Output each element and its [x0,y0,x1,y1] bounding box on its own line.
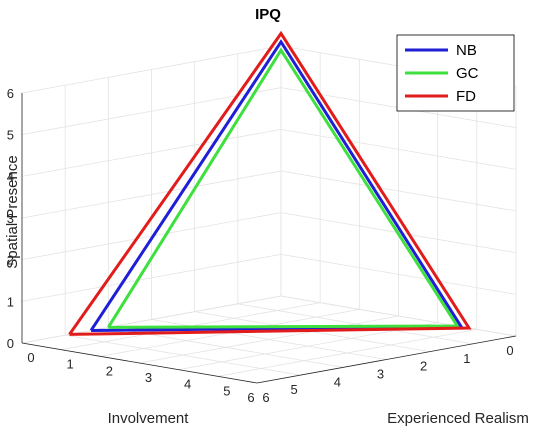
z-tick-label: 1 [7,294,14,309]
x-axis-edge [21,342,258,384]
series-line-nb [89,39,464,332]
series-line-fd [68,30,472,336]
x-tick-label: 6 [247,390,254,405]
chart-title: IPQ [255,6,281,23]
x-tick-label: 5 [291,382,298,397]
x-tick-label: 3 [377,367,384,382]
y-axis-label: Experienced Realism [387,410,529,427]
x-tick-label: 4 [334,374,341,389]
legend-label-nb: NB [456,42,477,59]
z-tick-label: 0 [7,336,14,351]
legend: NB GC FD [396,34,515,112]
z-tick-label: 6 [7,86,14,101]
legend-label-gc: GC [456,65,479,82]
z-tick-label: 5 [7,128,14,143]
z-tick-label: 2 [7,253,14,268]
x-tick-label: 2 [420,359,427,374]
z-axis-label: Spatial Presence [4,155,21,268]
x-tick-label: 1 [463,351,470,366]
grid-line [217,328,477,377]
x-tick-label: 0 [506,343,513,358]
y-axis-edge [256,335,517,384]
y-tick-label: 5 [223,383,230,398]
series-line-gc [107,47,460,329]
y-tick-label: 3 [145,370,152,385]
z-tick-label: 4 [7,169,14,184]
y-tick-label: 4 [184,377,191,392]
y-tick-label: 0 [27,350,34,365]
legend-label-fd: FD [456,88,476,105]
data-series [68,30,472,336]
x-axis-label: Involvement [108,410,190,427]
y-tick-label: 1 [67,357,74,372]
z-tick-label: 3 [7,211,14,226]
axes-box [21,93,517,384]
grid-line [21,45,282,94]
y-tick-label: 6 [262,390,269,405]
y-tick-label: 2 [106,363,113,378]
